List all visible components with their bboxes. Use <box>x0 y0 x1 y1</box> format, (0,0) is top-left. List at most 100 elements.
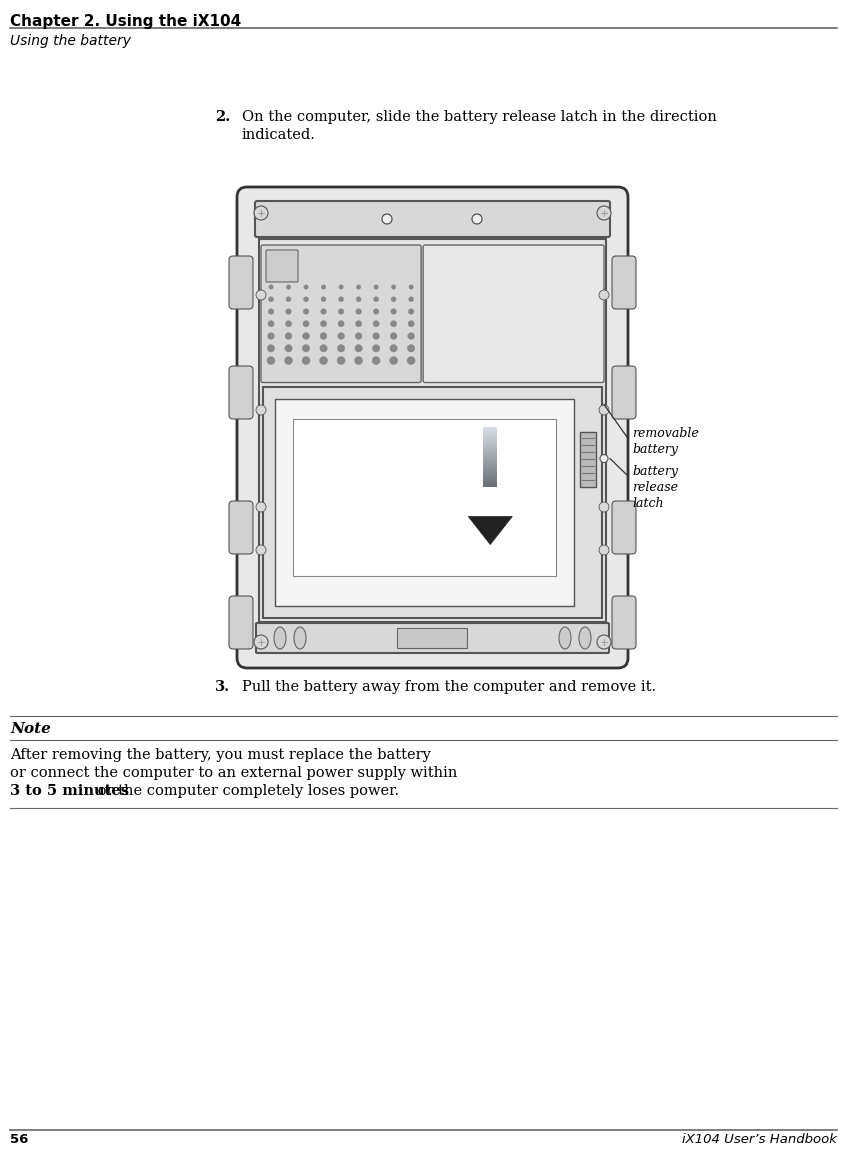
Circle shape <box>390 333 397 340</box>
Circle shape <box>372 357 380 365</box>
FancyBboxPatch shape <box>266 249 298 282</box>
FancyBboxPatch shape <box>612 366 636 419</box>
Polygon shape <box>468 516 512 544</box>
Circle shape <box>321 297 326 301</box>
Bar <box>484 480 497 483</box>
Circle shape <box>599 545 609 556</box>
Circle shape <box>268 297 274 301</box>
Bar <box>484 469 497 471</box>
Text: 2.: 2. <box>215 110 230 124</box>
Bar <box>484 432 497 435</box>
Text: Note: Note <box>10 722 51 736</box>
Circle shape <box>285 344 292 352</box>
Circle shape <box>338 308 344 314</box>
Circle shape <box>356 321 362 327</box>
Text: 56: 56 <box>10 1133 29 1146</box>
Bar <box>484 483 497 485</box>
Bar <box>484 477 497 479</box>
Circle shape <box>268 321 274 327</box>
Bar <box>484 472 497 475</box>
Bar <box>484 448 497 452</box>
Text: Pull the battery away from the computer and remove it.: Pull the battery away from the computer … <box>242 680 656 694</box>
Bar <box>484 461 497 463</box>
Text: Using the battery: Using the battery <box>10 33 131 49</box>
Bar <box>580 432 596 486</box>
Circle shape <box>357 285 361 289</box>
Circle shape <box>256 405 266 415</box>
Bar <box>484 437 497 439</box>
Circle shape <box>390 357 397 365</box>
Circle shape <box>472 214 482 224</box>
Circle shape <box>256 502 266 512</box>
Circle shape <box>285 321 291 327</box>
Circle shape <box>268 308 274 314</box>
Text: indicated.: indicated. <box>242 128 316 142</box>
Circle shape <box>390 321 396 327</box>
FancyBboxPatch shape <box>229 256 253 310</box>
Text: iX104 User’s Handbook: iX104 User’s Handbook <box>682 1133 837 1146</box>
Circle shape <box>302 344 310 352</box>
Text: or connect the computer to an external power supply within: or connect the computer to an external p… <box>10 766 457 780</box>
Circle shape <box>408 297 413 301</box>
Circle shape <box>285 357 292 365</box>
Circle shape <box>320 321 327 327</box>
Bar <box>275 398 574 606</box>
FancyBboxPatch shape <box>261 245 421 382</box>
FancyBboxPatch shape <box>256 623 609 653</box>
Bar <box>484 426 497 429</box>
Circle shape <box>338 321 344 327</box>
Circle shape <box>373 333 379 340</box>
Circle shape <box>599 405 609 415</box>
FancyBboxPatch shape <box>612 596 636 649</box>
Ellipse shape <box>579 627 591 649</box>
Bar <box>484 439 497 441</box>
Circle shape <box>303 308 309 314</box>
FancyBboxPatch shape <box>255 201 610 237</box>
Circle shape <box>268 344 274 352</box>
Bar <box>484 459 497 461</box>
Bar <box>484 445 497 447</box>
Bar <box>484 485 497 487</box>
Bar <box>484 464 497 467</box>
Circle shape <box>339 285 343 289</box>
Ellipse shape <box>559 627 571 649</box>
Bar <box>484 447 497 449</box>
Circle shape <box>337 357 345 365</box>
Bar <box>484 429 497 431</box>
Circle shape <box>373 321 379 327</box>
Circle shape <box>321 308 326 314</box>
Circle shape <box>374 297 379 301</box>
Circle shape <box>356 297 361 301</box>
Circle shape <box>373 344 379 352</box>
Text: removable
battery: removable battery <box>632 427 699 456</box>
FancyBboxPatch shape <box>424 245 604 382</box>
Bar <box>484 453 497 455</box>
Bar <box>484 442 497 445</box>
Circle shape <box>374 285 379 289</box>
Bar <box>484 440 497 444</box>
Circle shape <box>321 285 326 289</box>
Text: On the computer, slide the battery release latch in the direction: On the computer, slide the battery relea… <box>242 110 717 124</box>
Circle shape <box>285 308 291 314</box>
Bar <box>484 470 497 474</box>
Circle shape <box>409 285 413 289</box>
Bar <box>397 628 467 648</box>
Circle shape <box>304 285 308 289</box>
Text: Chapter 2. Using the iX104: Chapter 2. Using the iX104 <box>10 14 241 29</box>
Circle shape <box>391 297 396 301</box>
Circle shape <box>267 357 275 365</box>
Bar <box>263 387 602 618</box>
Text: or the computer completely loses power.: or the computer completely loses power. <box>93 784 399 798</box>
Circle shape <box>256 545 266 556</box>
Circle shape <box>286 297 291 301</box>
Circle shape <box>302 357 310 365</box>
Circle shape <box>254 635 268 649</box>
Text: After removing the battery, you must replace the battery: After removing the battery, you must rep… <box>10 748 431 762</box>
Circle shape <box>303 297 308 301</box>
Bar <box>484 450 497 453</box>
Circle shape <box>382 214 392 224</box>
Circle shape <box>355 344 363 352</box>
Bar <box>293 418 556 576</box>
Circle shape <box>268 285 274 289</box>
Text: battery
release
latch: battery release latch <box>632 465 678 511</box>
